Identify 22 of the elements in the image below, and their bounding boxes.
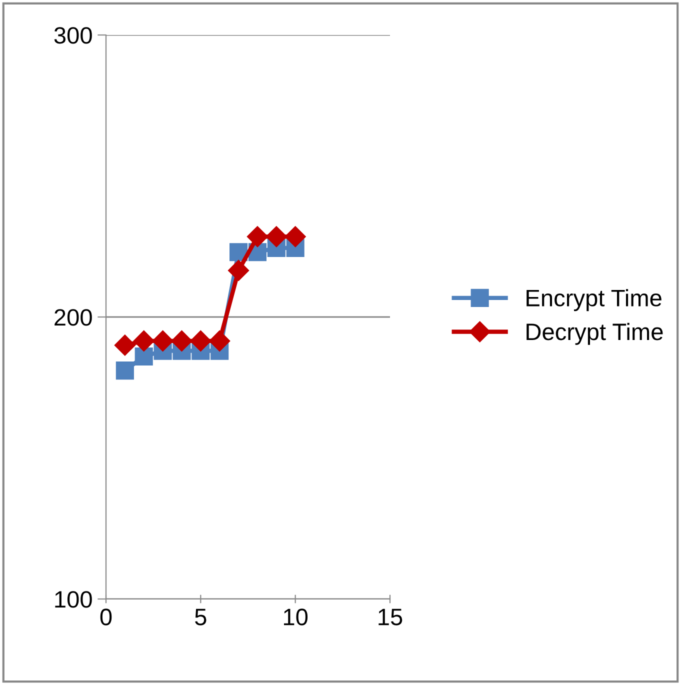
point (171, 330, 192, 352)
point (133, 330, 154, 352)
point (246, 226, 268, 248)
y-tick-label: 200 (54, 309, 92, 326)
x-tick-label: 0 (100, 608, 112, 626)
point (266, 226, 287, 248)
x-tick-label: 15 (378, 608, 402, 626)
legend-label: Encrypt Time (526, 289, 662, 312)
y-tick-label: 100 (55, 591, 92, 608)
point (114, 334, 136, 356)
point (230, 243, 248, 262)
x-tick-label: 10 (284, 608, 308, 626)
x-tick-label: 5 (195, 608, 206, 626)
point (284, 226, 306, 248)
point (228, 260, 250, 281)
point (152, 330, 174, 352)
point (134, 347, 153, 366)
y-tick-label: 300 (54, 27, 92, 44)
point (190, 330, 212, 352)
legend-label: Decrypt Time (526, 322, 663, 345)
point (209, 330, 230, 352)
point (116, 362, 134, 380)
